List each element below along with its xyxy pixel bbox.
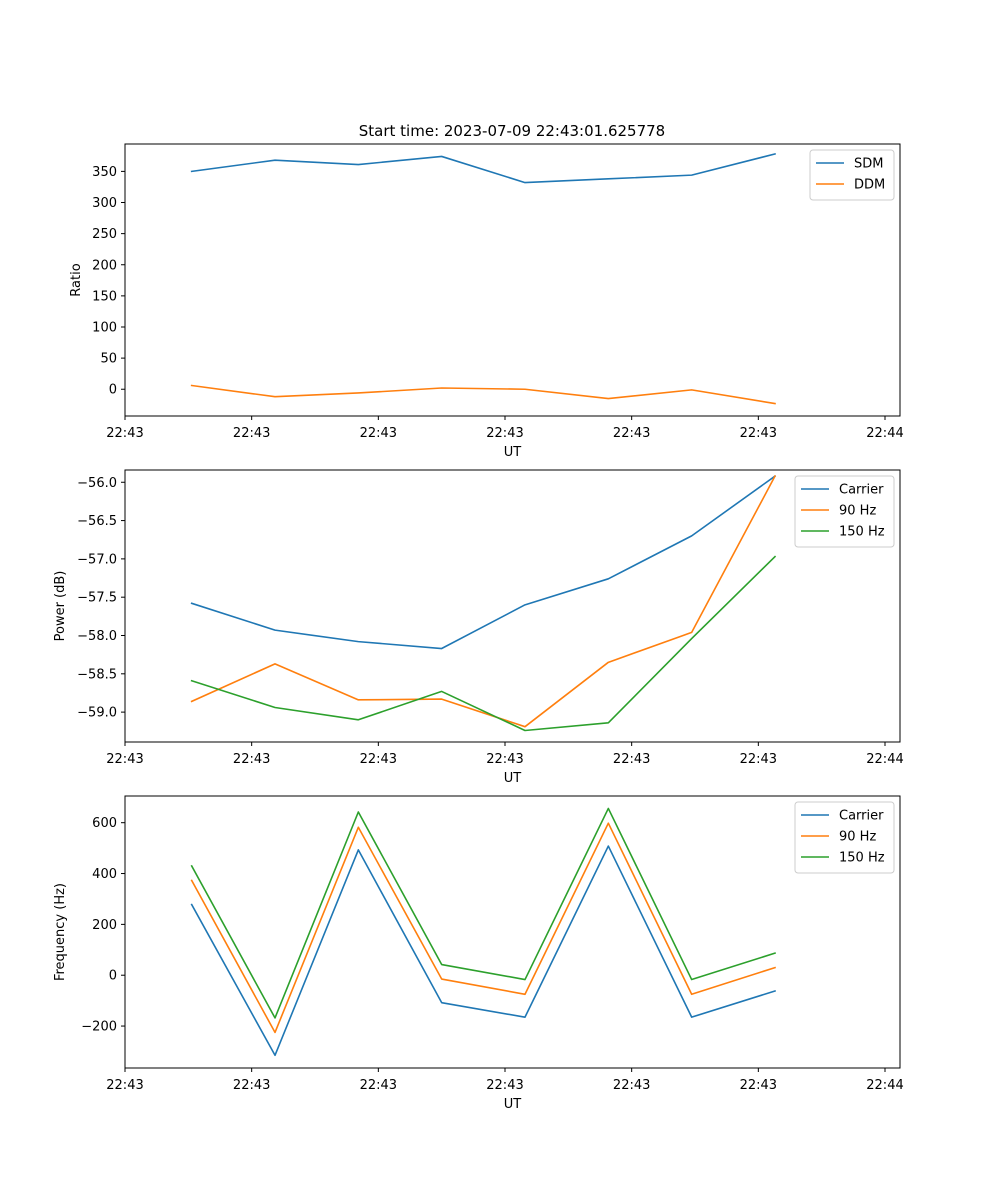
- y-axis-label: Ratio: [69, 263, 84, 296]
- legend-box: [794, 801, 895, 874]
- axes-frame: [124, 795, 901, 1069]
- y-tick-label: −59.0: [77, 706, 117, 721]
- x-axis-label: UT: [504, 771, 522, 786]
- legend-label: 90 Hz: [839, 830, 876, 845]
- legend-label: Carrier: [839, 483, 884, 498]
- y-tick-label: 350: [92, 165, 117, 180]
- subplot-1: 22:43 22:43 22:43 22:43 22:43 22:43 22:44 0 50 10…: [69, 143, 904, 460]
- series-line-90-hz: [190, 475, 777, 728]
- y-tick-label: −56.5: [77, 514, 117, 529]
- x-tick-label: 22:43: [106, 1078, 143, 1093]
- y-tick-label: −56.0: [77, 476, 117, 491]
- y-tick-label: 250: [92, 227, 117, 242]
- series-line-150-hz: [190, 807, 777, 1019]
- y-tick-label: 0: [109, 969, 117, 984]
- y-tick-label: −58.5: [77, 667, 117, 682]
- x-tick-label: 22:43: [613, 426, 650, 441]
- y-tick-label: −57.0: [77, 552, 117, 567]
- x-tick-label: 22:43: [106, 426, 143, 441]
- x-tick-label: 22:43: [486, 1078, 523, 1093]
- subplot-3: 22:43 22:43 22:43 22:43 22:43 22:43 22:44 −200 0…: [53, 795, 904, 1112]
- y-axis-label: Frequency (Hz): [53, 883, 68, 981]
- x-tick-label: 22:43: [360, 752, 397, 767]
- y-tick-label: 150: [92, 289, 117, 304]
- x-tick-label: 22:43: [613, 1078, 650, 1093]
- y-tick-label: 400: [92, 867, 117, 882]
- y-axis-label: Power (dB): [53, 571, 68, 642]
- figure-title: Start time: 2023-07-09 22:43:01.625778: [359, 122, 665, 140]
- y-tick-label: 50: [100, 352, 117, 367]
- axes-frame: [124, 469, 901, 743]
- x-tick-label: 22:43: [740, 426, 777, 441]
- y-tick-label: 0: [109, 383, 117, 398]
- x-tick-label: 22:43: [740, 1078, 777, 1093]
- legend-box: [794, 475, 895, 548]
- series-line-ddm: [190, 384, 776, 405]
- y-tick-label: 300: [92, 196, 117, 211]
- series-line-150-hz: [190, 555, 777, 732]
- legend-label: 150 Hz: [839, 525, 885, 540]
- series-line-90-hz: [190, 822, 777, 1034]
- subplots: 22:43 22:43 22:43 22:43 22:43 22:43 22:44 0 50 10…: [53, 143, 904, 1112]
- x-tick-label: 22:43: [486, 426, 523, 441]
- y-tick-label: −58.0: [77, 629, 117, 644]
- legend-label: 150 Hz: [839, 851, 885, 866]
- x-tick-label: 22:43: [106, 752, 143, 767]
- subplot-2: 22:43 22:43 22:43 22:43 22:43 22:43 22:44 −59.0…: [53, 469, 904, 786]
- x-tick-label: 22:43: [233, 426, 270, 441]
- x-tick-label: 22:44: [866, 426, 903, 441]
- legend: Carrier 90 Hz 150 Hz: [794, 801, 895, 874]
- legend-label: Carrier: [839, 809, 884, 824]
- legend-label: 90 Hz: [839, 504, 876, 519]
- legend: Carrier 90 Hz 150 Hz: [794, 475, 895, 548]
- x-tick-label: 22:43: [360, 1078, 397, 1093]
- x-tick-label: 22:44: [866, 1078, 903, 1093]
- legend-label: SDM: [854, 157, 883, 172]
- x-axis-label: UT: [504, 1097, 522, 1112]
- series-line-sdm: [190, 152, 776, 184]
- x-axis-label: UT: [504, 445, 522, 460]
- y-tick-label: 200: [92, 258, 117, 273]
- y-tick-label: 100: [92, 320, 117, 335]
- y-tick-label: 200: [92, 918, 117, 933]
- series-line-carrier: [190, 475, 777, 650]
- x-tick-label: 22:43: [486, 752, 523, 767]
- y-tick-label: 600: [92, 816, 117, 831]
- x-tick-label: 22:44: [866, 752, 903, 767]
- series-line-carrier: [190, 845, 777, 1057]
- x-tick-label: 22:43: [613, 752, 650, 767]
- x-tick-label: 22:43: [233, 1078, 270, 1093]
- legend: SDM DDM: [809, 149, 895, 201]
- y-tick-label: −57.5: [77, 591, 117, 606]
- x-tick-label: 22:43: [740, 752, 777, 767]
- legend-label: DDM: [854, 178, 885, 193]
- x-tick-label: 22:43: [360, 426, 397, 441]
- y-tick-label: −200: [81, 1020, 117, 1035]
- axes-frame: [124, 143, 901, 417]
- x-tick-label: 22:43: [233, 752, 270, 767]
